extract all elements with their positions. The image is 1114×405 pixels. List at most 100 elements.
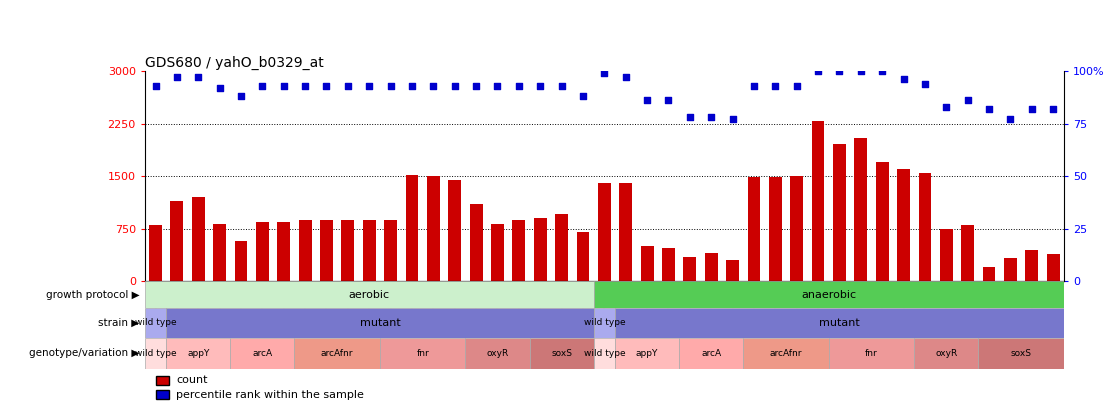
Text: fnr: fnr <box>866 349 878 358</box>
Bar <box>299 220 312 281</box>
Point <box>296 82 314 89</box>
Bar <box>448 180 461 281</box>
Bar <box>978 338 1064 369</box>
Bar <box>534 218 547 281</box>
Text: soxS: soxS <box>551 349 573 358</box>
Point <box>424 82 442 89</box>
Bar <box>615 338 680 369</box>
Text: fnr: fnr <box>417 349 429 358</box>
Point <box>553 82 570 89</box>
Bar <box>726 260 739 281</box>
Text: arcAfnr: arcAfnr <box>770 349 802 358</box>
Bar <box>829 338 915 369</box>
Text: arcA: arcA <box>252 349 273 358</box>
Point <box>766 82 784 89</box>
Text: growth protocol ▶: growth protocol ▶ <box>46 290 139 300</box>
Point <box>168 74 186 81</box>
Bar <box>598 183 610 281</box>
Point <box>809 68 827 74</box>
Point <box>1044 106 1062 112</box>
Bar <box>897 169 910 281</box>
Point <box>596 70 614 76</box>
Point <box>852 68 870 74</box>
Bar <box>854 138 867 281</box>
Point <box>339 82 356 89</box>
Bar <box>170 201 184 281</box>
Bar <box>641 246 654 281</box>
Bar <box>743 338 829 369</box>
Point <box>959 97 977 104</box>
Bar <box>427 176 440 281</box>
Bar <box>529 338 594 369</box>
Text: mutant: mutant <box>360 318 400 328</box>
Bar <box>192 197 205 281</box>
Point <box>489 82 507 89</box>
Point <box>232 93 250 99</box>
Point <box>211 85 228 91</box>
Point <box>360 82 378 89</box>
Bar <box>342 220 354 281</box>
Text: mutant: mutant <box>819 318 860 328</box>
Bar <box>1004 258 1017 281</box>
Text: anaerobic: anaerobic <box>801 290 857 300</box>
Text: appY: appY <box>636 349 658 358</box>
Bar <box>145 281 594 308</box>
Point <box>895 76 912 83</box>
Text: oxyR: oxyR <box>487 349 509 358</box>
Bar <box>294 338 380 369</box>
Text: soxS: soxS <box>1010 349 1032 358</box>
Bar <box>466 338 529 369</box>
Text: oxyR: oxyR <box>935 349 957 358</box>
Bar <box>961 225 974 281</box>
Point <box>147 82 165 89</box>
Point <box>980 106 998 112</box>
Bar <box>619 183 632 281</box>
Bar <box>680 338 743 369</box>
Bar <box>277 222 290 281</box>
Text: percentile rank within the sample: percentile rank within the sample <box>176 390 364 400</box>
Point <box>382 82 400 89</box>
Bar <box>915 338 978 369</box>
Bar <box>166 338 231 369</box>
Bar <box>320 220 333 281</box>
Bar <box>555 214 568 281</box>
Bar <box>594 308 615 338</box>
Point <box>467 82 485 89</box>
Text: GDS680 / yahO_b0329_at: GDS680 / yahO_b0329_at <box>145 56 323 70</box>
Bar <box>812 122 824 281</box>
Bar <box>491 224 504 281</box>
Point <box>745 82 763 89</box>
Bar <box>256 222 268 281</box>
Bar <box>405 175 419 281</box>
Point <box>831 68 849 74</box>
Point <box>724 116 742 123</box>
Bar <box>512 220 526 281</box>
Bar <box>876 162 889 281</box>
Bar <box>380 338 466 369</box>
Bar <box>1047 254 1059 281</box>
Bar <box>145 338 166 369</box>
Bar <box>166 308 594 338</box>
Point <box>254 82 272 89</box>
Point <box>916 80 934 87</box>
Text: appY: appY <box>187 349 209 358</box>
Point <box>317 82 335 89</box>
Text: wild type: wild type <box>135 318 176 328</box>
Point <box>275 82 293 89</box>
Text: arcA: arcA <box>701 349 721 358</box>
Bar <box>747 177 761 281</box>
Bar <box>235 241 247 281</box>
Bar <box>683 257 696 281</box>
Point <box>681 114 698 120</box>
Bar <box>577 232 589 281</box>
Text: arcAfnr: arcAfnr <box>321 349 353 358</box>
Text: wild type: wild type <box>584 318 625 328</box>
Bar <box>145 308 166 338</box>
Bar <box>149 225 162 281</box>
Text: wild type: wild type <box>135 349 176 358</box>
Bar <box>662 248 675 281</box>
Text: wild type: wild type <box>584 349 625 358</box>
Point <box>617 74 635 81</box>
Point <box>702 114 720 120</box>
Point <box>788 82 805 89</box>
